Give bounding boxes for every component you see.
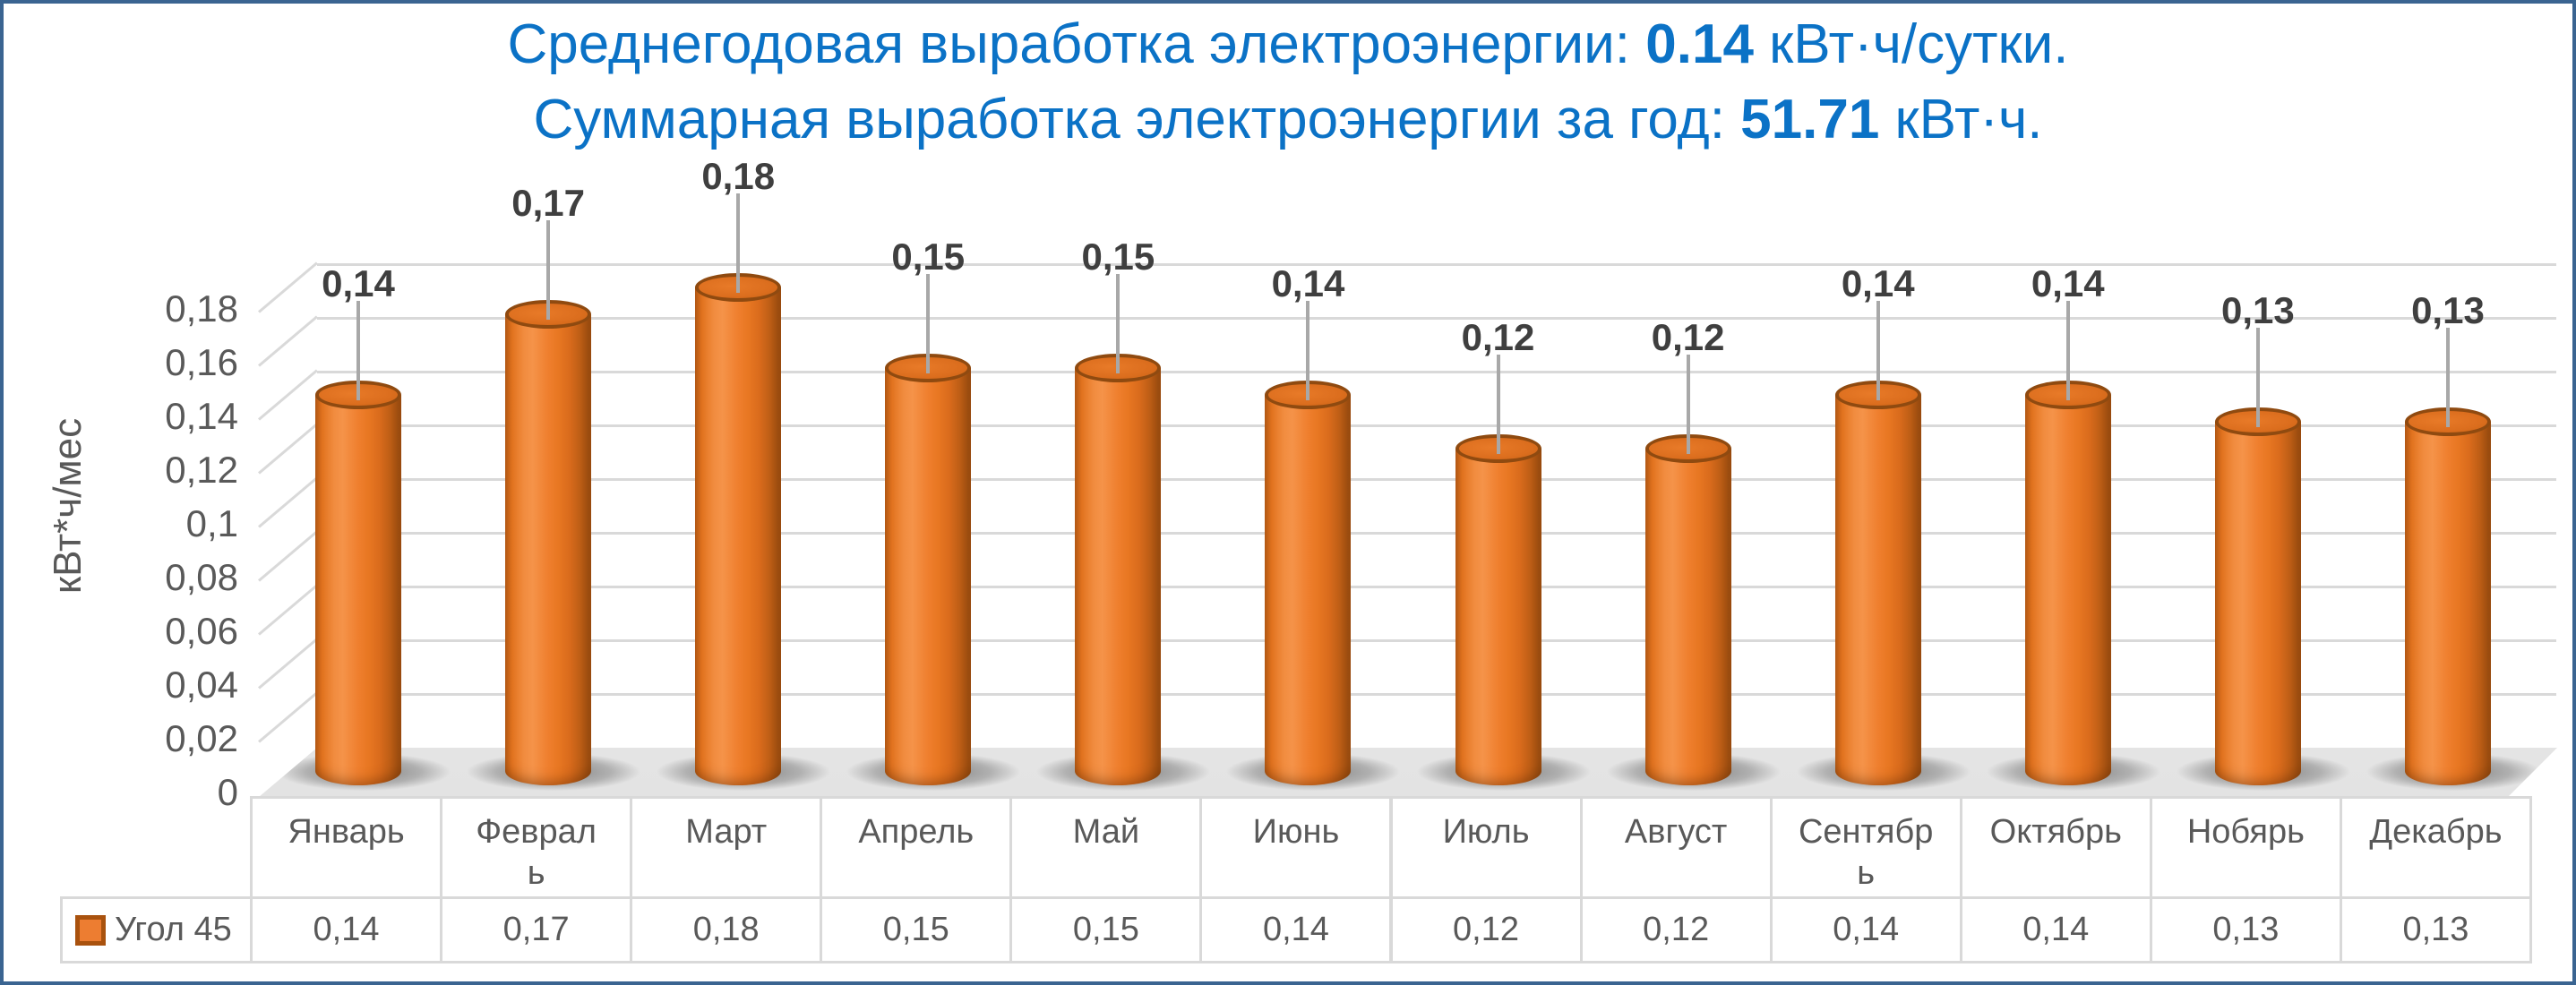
gridline [317, 639, 2556, 642]
bar-cylinder-Август[interactable] [1644, 449, 1731, 785]
data-label: 0,13 [2411, 289, 2485, 331]
value-cell: 0,14 [250, 896, 443, 964]
gridline-wall-stub [258, 423, 318, 475]
gridline [317, 263, 2556, 266]
data-label: 0,12 [1651, 316, 1725, 358]
y-axis-tick-label: 0,02 [165, 717, 238, 759]
data-label: 0,14 [322, 262, 395, 304]
legend-cell[interactable]: Угол 45 [60, 896, 253, 964]
bar-cylinder-Апрель[interactable] [885, 368, 972, 785]
bar-cylinder-Июнь[interactable] [1265, 395, 1352, 785]
month-header-cell: Нобярь [2149, 796, 2342, 899]
data-label: 0,15 [891, 236, 966, 278]
chart-title-line2: Суммарная выработка электроэнергии за го… [533, 89, 2043, 150]
gridline-wall-stub [258, 584, 318, 636]
bar-cylinder-Нобярь[interactable] [2214, 422, 2301, 785]
bar-cylinder-Сентябрь[interactable] [1834, 395, 1921, 785]
gridline [317, 424, 2556, 427]
gridline-wall-stub [258, 638, 318, 690]
bar-cylinder-Март[interactable] [695, 287, 782, 785]
chart-title: Среднегодовая выработка электроэнергии: … [4, 7, 2572, 158]
y-axis-tick-label: 0,14 [165, 395, 238, 437]
data-label: 0,14 [2031, 262, 2105, 304]
y-axis-tick-label: 0,06 [165, 610, 238, 652]
data-label-leader-line [736, 193, 741, 293]
data-label-leader-line [1496, 355, 1500, 454]
bar-cylinder-Июль[interactable] [1455, 449, 1541, 785]
month-header-cell: Май [1009, 796, 1203, 899]
y-axis-tick-label: 0,18 [165, 287, 238, 330]
month-header-cell: Сентябрь [1769, 796, 1962, 899]
value-cell: 0,15 [820, 896, 1013, 964]
value-cell: 0,13 [2149, 896, 2342, 964]
gridline-wall-stub [258, 691, 318, 743]
month-header-cell: Апрель [820, 796, 1013, 899]
value-cell: 0,12 [1389, 896, 1583, 964]
data-label-leader-line [2255, 328, 2260, 427]
bar-cylinder-Январь[interactable] [315, 395, 402, 785]
gridline-wall-stub [258, 476, 318, 528]
chart-title-line1: Среднегодовая выработка электроэнергии: … [507, 13, 2069, 75]
bar-cylinder-Май[interactable] [1075, 368, 1162, 785]
data-label-leader-line [1686, 355, 1690, 454]
data-label-leader-line [1116, 274, 1121, 373]
data-label: 0,17 [511, 182, 585, 224]
value-cell: 0,18 [630, 896, 823, 964]
y-axis-tick-label: 0,16 [165, 341, 238, 383]
value-cell: 0,12 [1579, 896, 1773, 964]
data-label: 0,13 [2221, 289, 2295, 331]
data-label: 0,14 [1841, 262, 1915, 304]
data-label-leader-line [926, 274, 931, 373]
gridline-wall-stub [258, 530, 318, 582]
data-label: 0,15 [1081, 236, 1155, 278]
legend-series-swatch [75, 914, 106, 946]
month-header-cell: Июль [1389, 796, 1583, 899]
gridline [317, 532, 2556, 535]
gridline [317, 371, 2556, 373]
value-cell: 0,14 [1959, 896, 2152, 964]
month-header-cell: Март [630, 796, 823, 899]
data-label-leader-line [546, 220, 551, 320]
bar-cylinder-Октябрь[interactable] [2024, 395, 2111, 785]
gridline [317, 693, 2556, 696]
data-label: 0,18 [701, 155, 776, 197]
value-cell: 0,14 [1769, 896, 1962, 964]
month-header-cell: Февраль [440, 796, 633, 899]
month-header-cell: Декабрь [2339, 796, 2532, 899]
month-header-cell: Январь [250, 796, 443, 899]
value-cell: 0,13 [2339, 896, 2532, 964]
data-label-leader-line [1876, 301, 1880, 400]
bar-cylinder-Декабрь[interactable] [2404, 422, 2491, 785]
gridline [317, 478, 2556, 481]
gridline-wall-stub [258, 315, 318, 367]
legend-series-label: Угол 45 [115, 911, 232, 948]
data-label: 0,14 [1271, 262, 1345, 304]
data-label-leader-line [356, 301, 361, 400]
y-axis-tick-label: 0,04 [165, 664, 238, 706]
data-label-leader-line [1306, 301, 1310, 400]
gridline-wall-stub [258, 369, 318, 421]
value-cell: 0,15 [1009, 896, 1203, 964]
y-axis-tick-label: 0 [217, 771, 238, 813]
data-label-leader-line [2065, 301, 2070, 400]
y-axis-tick-label: 0,1 [185, 502, 238, 544]
month-header-cell: Октябрь [1959, 796, 2152, 899]
y-axis-tick-label: 0,08 [165, 556, 238, 598]
value-cell: 0,17 [440, 896, 633, 964]
month-header-cell: Июнь [1199, 796, 1393, 899]
value-cell: 0,14 [1199, 896, 1393, 964]
bar-cylinder-Февраль[interactable] [505, 314, 592, 785]
gridline [317, 317, 2556, 320]
gridline [317, 586, 2556, 588]
data-label: 0,12 [1461, 316, 1535, 358]
y-axis-tick-label: 0,12 [165, 449, 238, 491]
month-header-cell: Август [1579, 796, 1773, 899]
data-label-leader-line [2445, 328, 2450, 427]
